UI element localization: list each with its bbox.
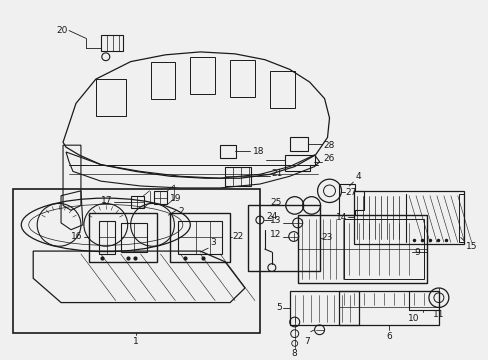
Text: 19: 19 xyxy=(170,194,182,203)
Text: 17: 17 xyxy=(101,196,113,205)
Text: 5: 5 xyxy=(275,303,281,312)
Text: 7: 7 xyxy=(303,337,309,346)
Bar xyxy=(289,138,307,151)
Text: 27: 27 xyxy=(345,188,356,197)
Bar xyxy=(408,291,438,310)
Text: 11: 11 xyxy=(432,310,444,319)
Text: 9: 9 xyxy=(413,248,419,257)
Bar xyxy=(247,206,319,271)
Bar xyxy=(178,221,222,254)
Text: 24: 24 xyxy=(265,212,277,221)
Bar xyxy=(121,223,146,252)
Text: 3: 3 xyxy=(210,238,216,247)
Text: 15: 15 xyxy=(465,242,476,251)
Text: 14: 14 xyxy=(335,212,346,221)
Bar xyxy=(344,219,423,279)
Text: 22: 22 xyxy=(232,232,243,241)
Bar xyxy=(89,213,156,262)
Bar xyxy=(289,291,359,325)
Bar xyxy=(297,215,426,283)
Bar xyxy=(101,35,122,51)
Bar xyxy=(99,221,115,254)
Text: 13: 13 xyxy=(270,216,281,225)
Text: 25: 25 xyxy=(270,198,281,207)
Bar xyxy=(224,167,250,186)
Text: 28: 28 xyxy=(323,141,334,150)
Text: 16: 16 xyxy=(71,232,83,241)
Bar xyxy=(339,291,438,325)
Bar xyxy=(153,191,167,204)
Text: 12: 12 xyxy=(270,230,281,239)
Bar xyxy=(170,213,230,262)
Bar xyxy=(130,196,143,208)
Text: 8: 8 xyxy=(291,349,297,358)
Bar xyxy=(13,189,260,333)
Text: 20: 20 xyxy=(56,26,67,35)
Bar xyxy=(220,145,236,158)
Text: 26: 26 xyxy=(323,154,334,163)
Text: 10: 10 xyxy=(407,314,419,323)
Text: 6: 6 xyxy=(386,332,391,341)
Text: 1: 1 xyxy=(132,337,138,346)
Text: 23: 23 xyxy=(321,233,332,242)
Text: 21: 21 xyxy=(271,169,283,178)
Text: 2: 2 xyxy=(178,207,183,216)
Text: 18: 18 xyxy=(252,147,264,156)
Text: 4: 4 xyxy=(355,172,360,181)
Bar xyxy=(354,191,463,244)
